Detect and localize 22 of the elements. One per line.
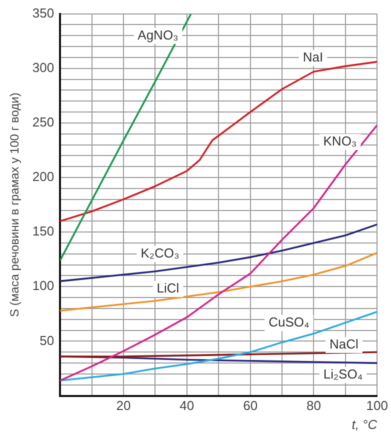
series-label: LiCl — [156, 280, 180, 296]
series-label: Li₂SO₄ — [323, 366, 363, 382]
x-tick-label: 40 — [180, 398, 194, 414]
series-label: K₂CO₃ — [140, 246, 180, 261]
series-label: NaCl — [330, 336, 359, 352]
x-tick-label: 80 — [306, 398, 321, 414]
series-label: CuSO₄ — [268, 314, 310, 330]
y-tick-label: 200 — [32, 169, 54, 184]
series-label: KNO₃ — [323, 134, 357, 149]
x-tick-label: 100 — [366, 398, 388, 414]
y-axis-title: S (маса речовини в грамах у 100 г води) — [8, 92, 22, 317]
x-tick-label: 20 — [116, 398, 131, 414]
x-tick-label: 60 — [243, 398, 258, 414]
y-tick-label: 250 — [32, 114, 54, 130]
y-tick-label: 300 — [32, 60, 54, 75]
y-tick-label: 150 — [32, 224, 54, 239]
y-tick-label: 50 — [40, 332, 54, 348]
y-tick-label: 100 — [32, 278, 54, 294]
x-axis-title: t, °C — [352, 416, 378, 432]
y-tick-label: 350 — [32, 5, 54, 20]
series-label: AgNO₃ — [138, 28, 178, 43]
series-label: NaI — [302, 50, 324, 65]
